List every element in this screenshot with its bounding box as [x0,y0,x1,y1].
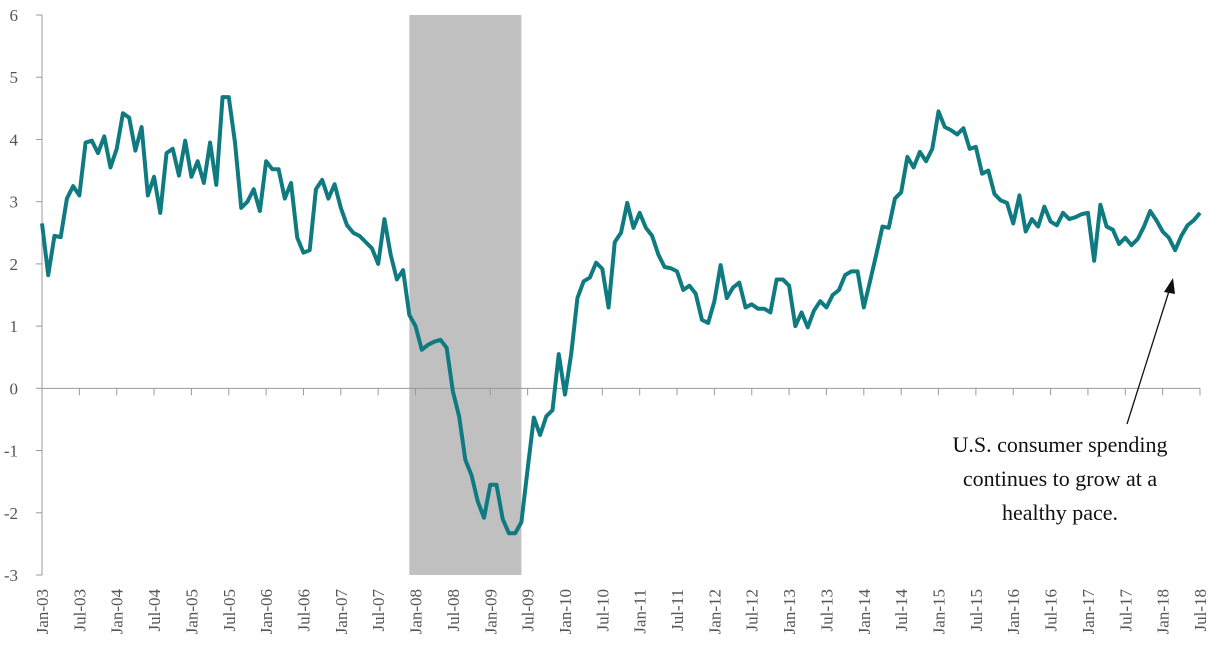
x-tick-label: Jul-10 [593,589,612,632]
x-tick-label: Jul-15 [967,589,986,632]
y-tick-label: -1 [4,442,18,461]
x-tick-label: Jan-05 [182,589,201,634]
x-tick-label: Jan-13 [780,589,799,634]
x-tick-label: Jan-04 [108,589,127,635]
y-tick-label: -3 [4,566,18,585]
y-tick-label: 4 [10,130,19,149]
x-tick-label: Jan-16 [1004,589,1023,634]
x-tick-label: Jan-07 [332,589,351,635]
y-tick-label: -2 [4,504,18,523]
x-tick-label: Jan-11 [631,589,650,634]
x-tick-label: Jul-08 [444,589,463,632]
annotation: healthy pace. [1002,500,1118,525]
x-tick-label: Jan-09 [481,589,500,634]
x-tick-label: Jan-03 [33,589,52,634]
x-tick-label: Jul-06 [294,589,313,632]
y-tick-label: 3 [10,193,19,212]
x-tick-label: Jan-18 [1154,589,1173,634]
x-tick-label: Jul-05 [220,589,239,632]
x-tick-label: Jul-17 [1116,589,1135,632]
x-tick-label: Jul-13 [817,589,836,632]
y-tick-label: 2 [10,255,19,274]
x-tick-label: Jan-08 [407,589,426,634]
y-tick-label: 5 [10,68,19,87]
x-tick-label: Jul-11 [668,589,687,631]
x-tick-label: Jan-15 [930,589,949,634]
x-tick-label: Jul-12 [743,589,762,632]
x-tick-label: Jul-16 [1042,589,1061,632]
x-tick-label: Jul-18 [1191,589,1210,632]
recession-shade [409,15,522,575]
arrow-head [1164,278,1175,294]
x-tick-label: Jul-03 [70,589,89,632]
annotation-arrow [1126,287,1171,425]
y-tick-label: 1 [10,317,19,336]
y-tick-label: 6 [10,6,19,25]
x-tick-label: Jul-07 [369,589,388,632]
x-tick-label: Jul-09 [519,589,538,632]
annotation: continues to grow at a [963,466,1158,491]
x-tick-label: Jan-06 [257,589,276,634]
annotation: U.S. consumer spending [952,432,1167,457]
x-tick-label: Jul-14 [892,589,911,632]
series-line [40,95,1202,536]
y-tick-label: 0 [10,379,19,398]
x-tick-label: Jan-14 [855,589,874,635]
x-tick-label: Jan-10 [556,589,575,634]
x-tick-label: Jul-04 [145,589,164,632]
x-tick-label: Jan-12 [705,589,724,634]
x-tick-label: Jan-17 [1079,589,1098,635]
